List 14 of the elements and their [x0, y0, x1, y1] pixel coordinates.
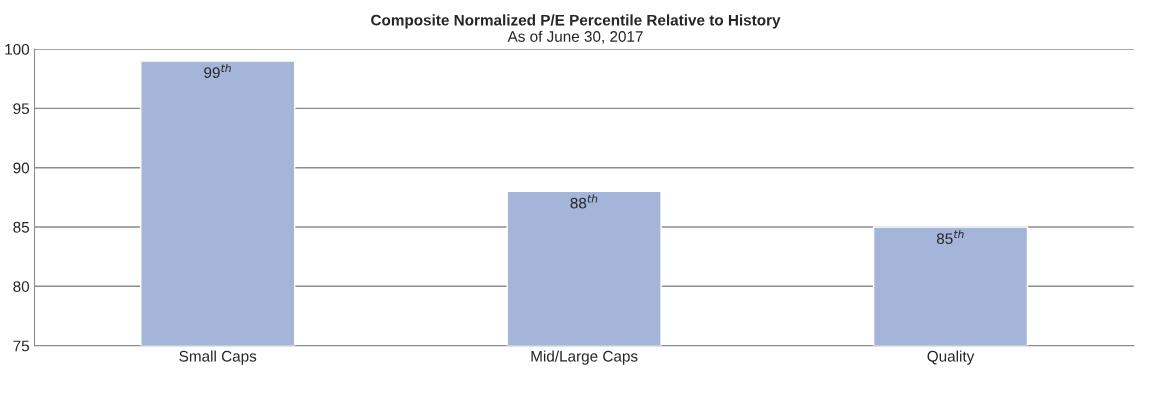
- data-label: 85$^{th}$: [936, 229, 964, 245]
- chart-title: Composite Normalized P/E Percentile Relative to History: [371, 14, 781, 29]
- y-tick-label: 85: [13, 221, 30, 233]
- x-tick-label: Small Caps: [179, 350, 257, 365]
- y-tick-label: 95: [13, 103, 30, 115]
- data-label: 99$^{th}$: [204, 63, 231, 79]
- x-tick-label: Quality: [927, 350, 975, 365]
- y-tick-label: 90: [13, 162, 30, 174]
- data-label: 88$^{th}$: [570, 194, 598, 209]
- y-tick-label: 100: [5, 43, 30, 55]
- x-tick-label: Mid/Large Caps: [531, 350, 638, 365]
- y-tick-label: 75: [13, 340, 30, 352]
- chart-subtitle: As of June 30, 2017: [507, 30, 643, 44]
- y-tick-label: 80: [13, 281, 30, 292]
